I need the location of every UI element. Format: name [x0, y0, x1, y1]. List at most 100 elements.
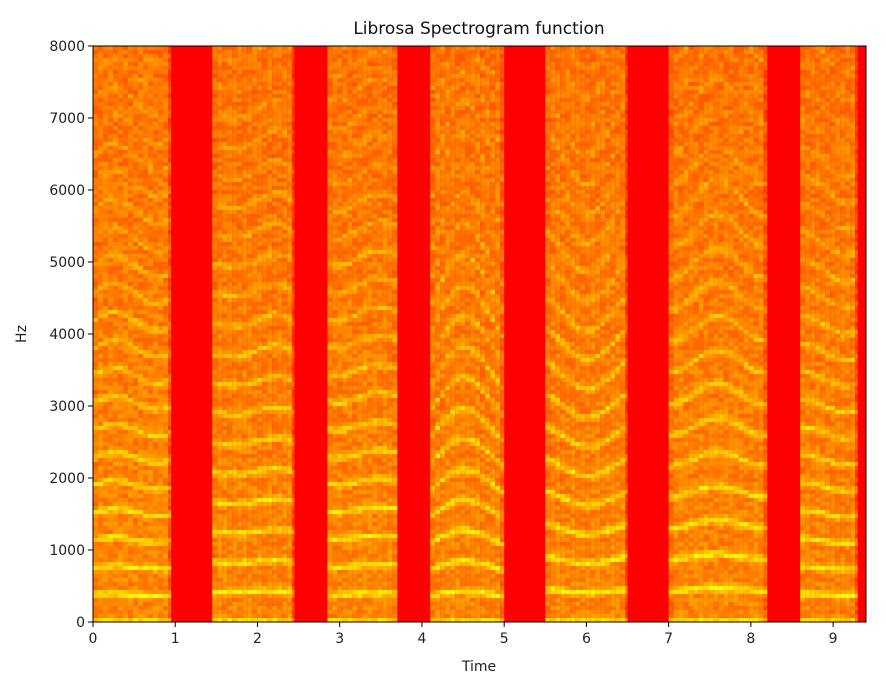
heatmap-cell [242, 274, 248, 278]
heatmap-cell [332, 114, 338, 118]
heatmap-cell [247, 202, 253, 206]
heatmap-cell [128, 438, 133, 442]
heatmap-cell [93, 430, 98, 434]
heatmap-cell [113, 518, 118, 522]
heatmap-cell [227, 90, 233, 94]
heatmap-cell [292, 554, 295, 558]
heatmap-cell [138, 454, 143, 458]
heatmap-cell [148, 462, 153, 466]
heatmap-cell [168, 106, 172, 110]
heatmap-cell [113, 162, 118, 166]
heatmap-cell [257, 54, 263, 58]
heatmap-cell [113, 526, 118, 530]
heatmap-cell [222, 570, 228, 574]
heatmap-cell [118, 286, 123, 290]
heatmap-cell [277, 378, 283, 382]
heatmap-cell [222, 366, 228, 370]
heatmap-cell [272, 230, 278, 234]
heatmap-cell [153, 290, 158, 294]
heatmap-cell [257, 142, 263, 146]
heatmap-cell [232, 222, 238, 226]
heatmap-cell [292, 406, 295, 410]
heatmap-cell [247, 350, 253, 354]
heatmap-cell [232, 510, 238, 514]
heatmap-cell [262, 542, 268, 546]
heatmap-cell [257, 454, 263, 458]
heatmap-cell [327, 214, 333, 218]
heatmap-cell [242, 374, 248, 378]
heatmap-cell [113, 90, 118, 94]
heatmap-cell [287, 90, 293, 94]
heatmap-cell [292, 574, 295, 578]
heatmap-cell [98, 258, 103, 262]
heatmap-cell [93, 478, 98, 482]
heatmap-cell [237, 154, 243, 158]
heatmap-cell [227, 462, 233, 466]
heatmap-cell [227, 102, 233, 106]
heatmap-cell [327, 442, 333, 446]
heatmap-cell [237, 230, 243, 234]
heatmap-cell [327, 142, 333, 146]
heatmap-cell [327, 610, 333, 614]
heatmap-cell [237, 362, 243, 366]
heatmap-cell [332, 414, 338, 418]
heatmap-cell [108, 246, 113, 250]
heatmap-cell [148, 102, 153, 106]
heatmap-cell [93, 166, 98, 170]
heatmap-cell [133, 570, 138, 574]
heatmap-cell [242, 206, 248, 210]
heatmap-cell [212, 526, 218, 530]
heatmap-cell [148, 338, 153, 342]
heatmap-cell [327, 238, 333, 242]
heatmap-cell [232, 526, 238, 530]
heatmap-cell [118, 214, 123, 218]
heatmap-cell [267, 418, 273, 422]
heatmap-cell [128, 546, 133, 550]
heatmap-cell [217, 118, 223, 122]
heatmap-cell [148, 454, 153, 458]
heatmap-cell [133, 258, 138, 262]
heatmap-cell [123, 594, 128, 598]
heatmap-cell [287, 258, 293, 262]
heatmap-cell [237, 610, 243, 614]
heatmap-cell [108, 582, 113, 586]
heatmap-cell [237, 222, 243, 226]
heatmap-cell [227, 58, 233, 62]
heatmap-cell [287, 366, 293, 370]
heatmap-cell [212, 54, 218, 58]
heatmap-cell [272, 182, 278, 186]
heatmap-cell [123, 294, 128, 298]
heatmap-cell [123, 146, 128, 150]
heatmap-cell [143, 338, 148, 342]
heatmap-cell [158, 342, 163, 346]
heatmap-cell [237, 90, 243, 94]
heatmap-cell [118, 278, 123, 282]
heatmap-cell [108, 514, 113, 518]
heatmap-cell [332, 46, 338, 50]
heatmap-cell [222, 338, 228, 342]
heatmap-cell [98, 206, 103, 210]
heatmap-cell [252, 230, 258, 234]
heatmap-cell [292, 170, 295, 174]
heatmap-cell [163, 418, 168, 422]
heatmap-cell [277, 346, 283, 350]
heatmap-cell [148, 526, 153, 530]
heatmap-cell [158, 154, 163, 158]
heatmap-cell [272, 218, 278, 222]
heatmap-cell [222, 470, 228, 474]
heatmap-cell [133, 578, 138, 582]
heatmap-cell [212, 242, 218, 246]
heatmap-cell [237, 418, 243, 422]
heatmap-cell [277, 614, 283, 618]
heatmap-cell [163, 74, 168, 78]
heatmap-cell [148, 46, 153, 50]
heatmap-cell [327, 226, 333, 230]
heatmap-cell [287, 354, 293, 358]
heatmap-cell [217, 310, 223, 314]
heatmap-cell [118, 514, 123, 518]
heatmap-cell [247, 342, 253, 346]
heatmap-cell [332, 254, 338, 258]
heatmap-cell [282, 450, 288, 454]
heatmap-cell [143, 582, 148, 586]
heatmap-cell [237, 170, 243, 174]
